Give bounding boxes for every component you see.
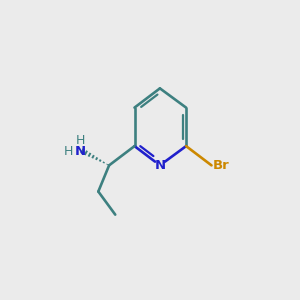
Text: N: N: [75, 145, 86, 158]
Text: N: N: [154, 159, 166, 172]
Text: H: H: [64, 145, 73, 158]
Text: H: H: [76, 134, 85, 147]
Text: Br: Br: [213, 159, 230, 172]
